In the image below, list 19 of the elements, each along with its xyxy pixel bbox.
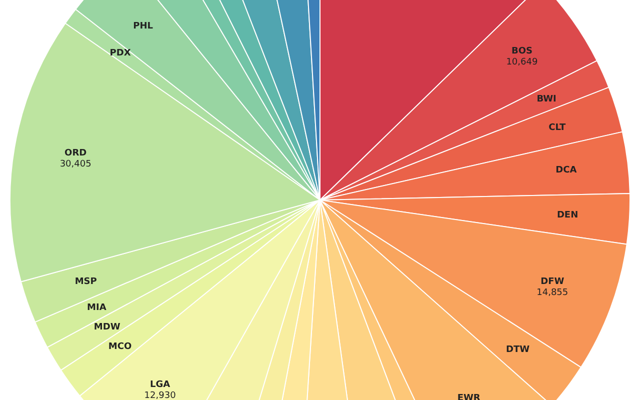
slice-label: DCA (556, 165, 577, 176)
data-label: 14,855 (536, 288, 568, 298)
slice-label: DEN (556, 210, 578, 221)
data-label: 10,649 (506, 57, 538, 68)
slice-label: MDW (94, 322, 120, 332)
data-label: 12,930 (144, 390, 176, 400)
slice-label: MSP (74, 277, 98, 288)
data-label: 30,405 (60, 159, 92, 170)
slice-label: PHL (133, 22, 154, 32)
slice-label: DTW (506, 344, 530, 355)
slice-label: CLT (548, 122, 566, 133)
slice-label: ORD (64, 148, 87, 158)
slice-label: DFW (540, 276, 564, 287)
slice-label: BWI (536, 94, 556, 104)
slice-label: LGA (150, 380, 170, 390)
slice-label: MCO (108, 342, 132, 352)
slice-label: PDX (110, 48, 131, 58)
slice-label: BOS (511, 46, 532, 56)
slice-label: MIA (87, 303, 106, 314)
